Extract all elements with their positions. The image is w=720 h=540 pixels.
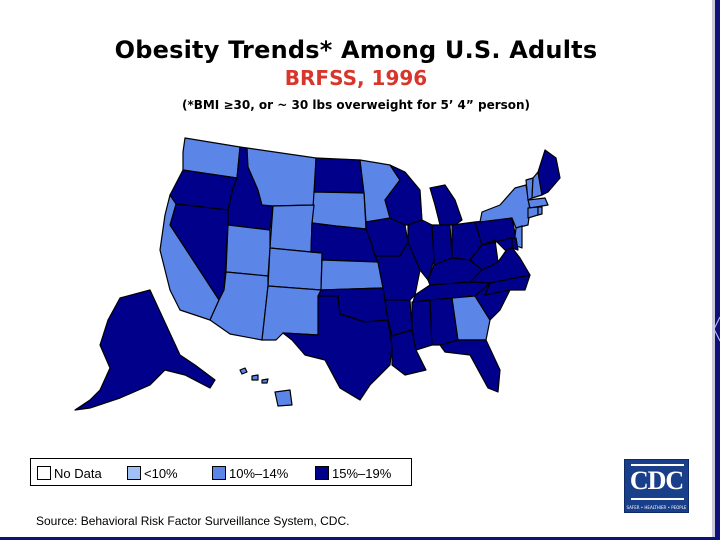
bmi-footnote: (*BMI ≥30, or ~ 30 lbs overweight for 5’… [181,98,531,112]
logo-bottom-rule [631,498,684,500]
state-hi [239,367,293,407]
legend-item-10-14: 10%–14% [212,464,288,482]
state-ri [537,206,543,216]
state-nm [261,285,322,341]
state-il [407,219,435,281]
state-me [537,149,561,196]
state-wi [384,164,423,226]
legend-item-under-10: <10% [127,464,178,482]
state-tx [282,295,393,401]
state-fl [439,339,501,393]
state-ks [320,259,384,291]
state-wv [469,239,499,271]
legend-swatch-under-10 [127,466,141,480]
state-ut [225,224,271,277]
legend-item-no-data: No Data [37,464,102,482]
state-wy [269,204,315,253]
state-nc [484,274,531,296]
state-nd [313,157,365,194]
state-az [209,271,269,341]
map-legend: No Data <10% 10%–14% 15%–19% [30,458,412,486]
state-ga [451,295,491,341]
state-la [387,319,427,376]
legend-swatch-10-14 [212,466,226,480]
state-ma [527,197,549,209]
map-subtitle: BRFSS, 1996 [284,66,428,90]
cdc-logo: CDC SAFER • HEALTHIER • PEOPLE [624,459,689,513]
logo-top-rule [631,464,684,466]
legend-swatch-15-19 [315,466,329,480]
source-note: Source: Behavioral Risk Factor Surveilla… [36,514,350,528]
state-co [267,247,323,291]
state-md [481,237,513,251]
state-mi [429,184,463,226]
state-ca [159,194,220,321]
state-ct [527,206,539,219]
map-title: Obesity Trends* Among U.S. Adults [114,36,598,64]
slide-edge-mark [714,316,720,342]
state-ms [411,299,433,351]
state-ak [74,289,216,411]
state-mo [374,241,421,301]
legend-item-15-19: 15%–19% [315,464,391,482]
legend-swatch-no-data [37,466,51,480]
